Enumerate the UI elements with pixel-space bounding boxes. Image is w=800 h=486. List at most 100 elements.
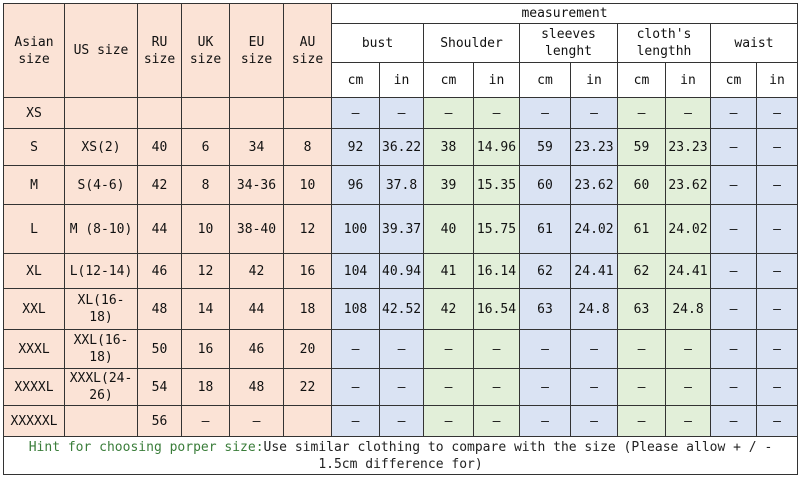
waist-in-cell: – xyxy=(756,288,798,330)
uk-size-cell: – xyxy=(181,405,230,437)
waist-in-cell: – xyxy=(756,97,798,129)
unit-in: in xyxy=(473,62,520,98)
asian-size-header: Asian size xyxy=(3,3,65,98)
shoulder-cm-cell: 42 xyxy=(423,288,474,330)
shoulder-cm-cell: 40 xyxy=(423,204,474,254)
waist-in-cell: – xyxy=(756,253,798,289)
au-size-cell: 22 xyxy=(283,368,332,406)
cloth-in-cell: – xyxy=(665,368,711,406)
ru-size-cell: 44 xyxy=(137,204,182,254)
shoulder-in-cell: – xyxy=(473,97,520,129)
shoulder-in-cell: 15.35 xyxy=(473,165,520,205)
bust-cm-cell: 96 xyxy=(331,165,380,205)
bust-header: bust xyxy=(331,23,424,63)
table-row: S XS(2) 40 6 34 8 92 36.22 38 14.96 59 2… xyxy=(3,128,798,166)
cloth-cm-cell: – xyxy=(617,368,666,406)
asian-size-cell: XL xyxy=(3,253,65,289)
eu-size-cell: – xyxy=(229,405,284,437)
unit-cm: cm xyxy=(331,62,380,98)
shoulder-cm-cell: 38 xyxy=(423,128,474,166)
shoulder-cm-cell: – xyxy=(423,97,474,129)
cloth-in-cell: 24.8 xyxy=(665,288,711,330)
measure-group-row: bust Shoulder sleeves lenght cloth's len… xyxy=(4,23,798,63)
us-size-cell: L(12-14) xyxy=(64,253,138,289)
cloth-in-cell: 24.41 xyxy=(665,253,711,289)
eu-size-cell: 42 xyxy=(229,253,284,289)
uk-size-cell xyxy=(181,97,230,129)
sleeves-cm-cell: – xyxy=(519,329,571,369)
uk-size-cell: 6 xyxy=(181,128,230,166)
unit-cm: cm xyxy=(617,62,666,98)
au-size-cell xyxy=(283,405,332,437)
sleeves-cm-cell: – xyxy=(519,368,571,406)
asian-size-cell: XS xyxy=(3,97,65,129)
cloth-in-cell: – xyxy=(665,329,711,369)
waist-in-cell: – xyxy=(756,405,798,437)
bust-in-cell: – xyxy=(379,405,424,437)
au-size-cell: 18 xyxy=(283,288,332,330)
eu-size-header: EU size xyxy=(229,3,284,98)
uk-size-cell: 8 xyxy=(181,165,230,205)
hint-text: Use similar clothing to compare with the… xyxy=(263,439,773,472)
unit-cm: cm xyxy=(519,62,571,98)
bust-cm-cell: – xyxy=(331,405,380,437)
shoulder-in-cell: 16.14 xyxy=(473,253,520,289)
waist-header: waist xyxy=(710,23,798,63)
table-row: XXXXL XXXL(24-26) 54 18 48 22 – – – – – … xyxy=(3,368,798,406)
waist-cm-cell: – xyxy=(710,288,757,330)
unit-row: cm in cm in cm in cm in cm in xyxy=(4,62,798,98)
au-size-cell: 12 xyxy=(283,204,332,254)
shoulder-cm-cell: 41 xyxy=(423,253,474,289)
cloth-in-cell: – xyxy=(665,97,711,129)
eu-size-cell: 34-36 xyxy=(229,165,284,205)
au-size-header: AU size xyxy=(283,3,332,98)
bust-in-cell: 37.8 xyxy=(379,165,424,205)
waist-cm-cell: – xyxy=(710,204,757,254)
au-size-cell: 20 xyxy=(283,329,332,369)
size-chart-table: Asian size US size RU size UK size EU si… xyxy=(3,3,798,475)
waist-in-cell: – xyxy=(756,329,798,369)
eu-size-cell: 48 xyxy=(229,368,284,406)
us-size-cell: M (8-10) xyxy=(64,204,138,254)
shoulder-in-cell: – xyxy=(473,405,520,437)
table-row: XXXXXL 56 – – – – – – – – – – – – xyxy=(3,405,798,437)
ru-size-cell xyxy=(137,97,182,129)
cloth-cm-cell: 62 xyxy=(617,253,666,289)
ru-size-cell: 46 xyxy=(137,253,182,289)
bust-cm-cell: – xyxy=(331,97,380,129)
bust-in-cell: – xyxy=(379,97,424,129)
size-hint: Hint for choosing porper size:Use simila… xyxy=(3,436,798,475)
ru-size-cell: 54 xyxy=(137,368,182,406)
sleeves-cm-cell: 61 xyxy=(519,204,571,254)
bust-cm-cell: 92 xyxy=(331,128,380,166)
eu-size-cell: 34 xyxy=(229,128,284,166)
cloth-cm-cell: – xyxy=(617,97,666,129)
sleeves-in-cell: 23.23 xyxy=(570,128,618,166)
table-row: XS – – – – – – – – – – xyxy=(3,97,798,129)
waist-in-cell: – xyxy=(756,368,798,406)
cloth-cm-cell: 60 xyxy=(617,165,666,205)
shoulder-in-cell: 14.96 xyxy=(473,128,520,166)
bust-cm-cell: 104 xyxy=(331,253,380,289)
bust-in-cell: 42.52 xyxy=(379,288,424,330)
waist-cm-cell: – xyxy=(710,165,757,205)
shoulder-in-cell: 16.54 xyxy=(473,288,520,330)
unit-in: in xyxy=(756,62,798,98)
us-size-cell xyxy=(64,405,138,437)
bust-cm-cell: – xyxy=(331,329,380,369)
us-size-cell: XXL(16-18) xyxy=(64,329,138,369)
ru-size-cell: 42 xyxy=(137,165,182,205)
us-size-cell: XS(2) xyxy=(64,128,138,166)
asian-size-cell: XXXXL xyxy=(3,368,65,406)
uk-size-cell: 14 xyxy=(181,288,230,330)
waist-cm-cell: – xyxy=(710,368,757,406)
unit-in: in xyxy=(665,62,711,98)
shoulder-cm-cell: – xyxy=(423,405,474,437)
waist-in-cell: – xyxy=(756,165,798,205)
ru-size-cell: 50 xyxy=(137,329,182,369)
table-row: XL L(12-14) 46 12 42 16 104 40.94 41 16.… xyxy=(3,253,798,289)
sleeves-in-cell: – xyxy=(570,405,618,437)
au-size-cell xyxy=(283,97,332,129)
eu-size-cell xyxy=(229,97,284,129)
sleeves-cm-cell: 63 xyxy=(519,288,571,330)
